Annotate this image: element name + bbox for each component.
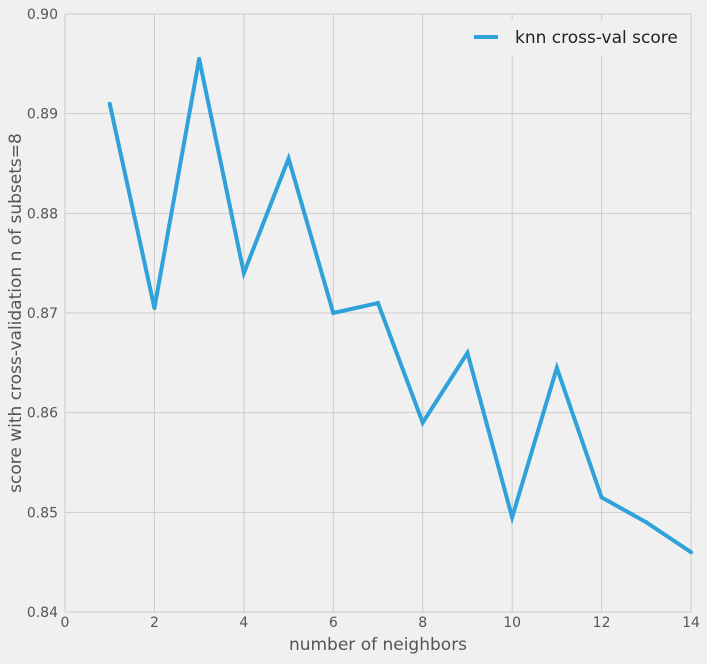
data-point (286, 156, 291, 161)
data-point (554, 365, 559, 370)
data-point (465, 350, 470, 355)
y-tick-label: 0.90 (27, 7, 58, 23)
y-tick-label: 0.85 (27, 505, 58, 521)
series-line (107, 58, 693, 554)
x-tick-label: 12 (593, 615, 611, 631)
data-point (331, 311, 336, 315)
data-point (107, 101, 112, 106)
x-tick-label: 10 (503, 615, 521, 631)
x-axis-label: number of neighbors (289, 635, 467, 655)
data-point (241, 271, 246, 276)
y-tick-label: 0.87 (27, 306, 58, 322)
grid (64, 13, 692, 613)
data-point (197, 56, 202, 61)
y-tick-label: 0.84 (27, 605, 58, 621)
y-axis-label: score with cross-validation n of subsets… (6, 133, 26, 493)
data-point (420, 420, 425, 425)
data-point (689, 550, 693, 555)
tick-labels: 0 2 4 6 8 10 12 14 0.84 0.85 0.86 0.87 0.88 0.89 0.90 (27, 7, 700, 631)
legend-box (462, 20, 688, 56)
y-tick-label: 0.88 (27, 206, 58, 222)
x-tick-label: 4 (239, 615, 248, 631)
data-point (510, 515, 515, 520)
data-point (376, 301, 380, 306)
y-tick-label: 0.89 (27, 107, 58, 123)
y-tick-label: 0.86 (27, 406, 58, 422)
series-layer (107, 56, 693, 555)
x-tick-label: 14 (682, 615, 700, 631)
x-tick-label: 2 (150, 615, 159, 631)
data-point (644, 520, 649, 525)
data-point (599, 495, 604, 500)
data-point (152, 306, 157, 311)
legend-label: knn cross-val score (515, 28, 678, 48)
x-tick-label: 6 (329, 615, 338, 631)
x-tick-label: 8 (418, 615, 427, 631)
legend: knn cross-val score (462, 20, 688, 56)
x-tick-label: 0 (61, 615, 70, 631)
